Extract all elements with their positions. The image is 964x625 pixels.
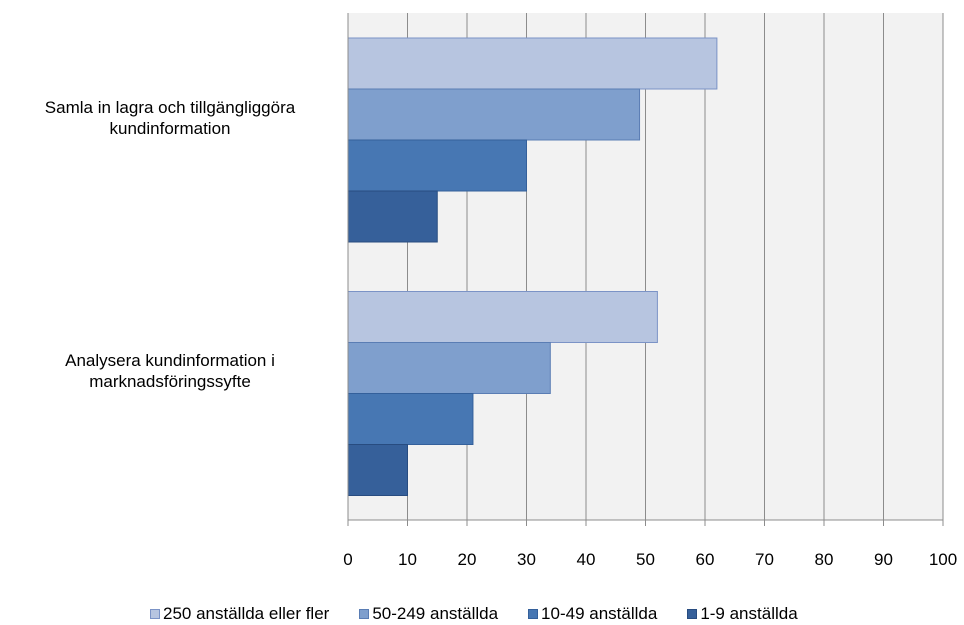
bar (347, 37, 718, 90)
bar (347, 393, 474, 445)
x-tick-label: 10 (398, 550, 417, 569)
legend-label: 10-49 anställda (541, 604, 658, 623)
legend-item: 250 anställda eller fler (150, 604, 329, 624)
x-tick-label: 60 (696, 550, 715, 569)
category-label-line: Samla in lagra och tillgängliggöra (44, 97, 296, 117)
bar (347, 190, 438, 243)
legend-swatch (359, 609, 370, 619)
x-tick-label: 40 (577, 550, 596, 569)
x-tick-label: 0 (343, 550, 352, 569)
legend-label: 250 anställda eller fler (163, 604, 330, 623)
legend-label: 50-249 anställda (372, 604, 499, 623)
bar-chart: 0 10 20 30 40 50 60 70 80 90 100 (343, 13, 957, 569)
x-tick-label: 50 (636, 550, 655, 569)
category-label: Samla in lagra och tillgängliggöra kundin… (10, 97, 330, 139)
bar (347, 444, 408, 496)
category-label-line: marknadsföringssyfte (89, 372, 251, 392)
x-tick-label: 20 (458, 550, 477, 569)
x-tick-label: 90 (874, 550, 893, 569)
legend-swatch (687, 609, 698, 619)
legend-item: 1-9 anställda (687, 604, 798, 624)
category-label-line: kundinformation (109, 118, 231, 138)
legend-item: 10-49 anställda (528, 604, 657, 624)
category-label: Analysera kundinformation i marknadsförin… (10, 350, 330, 392)
x-tick-label: 30 (517, 550, 536, 569)
bar (347, 88, 641, 141)
x-tick-label: 70 (755, 550, 774, 569)
legend-item: 50-249 anställda (359, 604, 498, 624)
legend: 250 anställda eller fler 50-249 anställda… (150, 604, 964, 624)
category-label-line: Analysera kundinformation i (65, 351, 275, 371)
bar (347, 291, 658, 343)
x-tick-label: 100 (929, 550, 957, 569)
bar (347, 342, 551, 394)
x-tick-label: 80 (815, 550, 834, 569)
bar (347, 139, 527, 192)
legend-swatch (150, 609, 160, 619)
legend-label: 1-9 anställda (700, 604, 798, 623)
legend-swatch (528, 609, 539, 619)
